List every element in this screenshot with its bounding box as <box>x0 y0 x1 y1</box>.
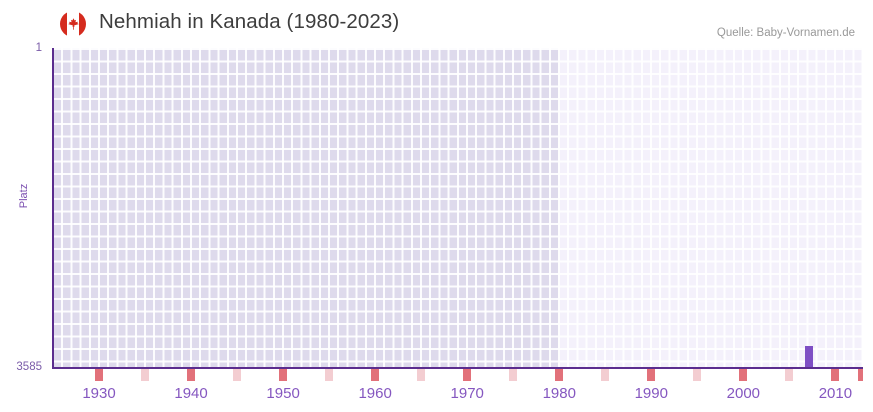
x-minor-tick-1945 <box>233 369 242 381</box>
x-minor-tick-1995 <box>693 369 702 381</box>
x-minor-tick-1985 <box>601 369 610 381</box>
x-tick-label-1930: 1930 <box>82 385 116 402</box>
x-axis-line <box>52 367 863 369</box>
x-tick-mark-1940 <box>187 369 196 381</box>
x-tick-label-2010: 2010 <box>818 385 853 402</box>
x-tick-mark-1960 <box>371 369 380 381</box>
bar-2007[interactable] <box>805 346 813 368</box>
y-axis-line <box>52 48 54 369</box>
x-minor-tick-1955 <box>325 369 334 381</box>
flag-band-right <box>79 11 86 37</box>
x-tick-mark-edge <box>858 369 863 381</box>
page-title: Nehmiah in Kanada (1980-2023) <box>99 10 400 33</box>
y-axis-title: Platz <box>18 183 30 209</box>
x-minor-tick-1975 <box>509 369 518 381</box>
x-tick-mark-1990 <box>647 369 656 381</box>
x-minor-tick-1965 <box>417 369 426 381</box>
x-tick-mark-1930 <box>95 369 104 381</box>
x-tick-label-1990: 1990 <box>634 385 668 402</box>
x-tick-mark-1980 <box>555 369 564 381</box>
x-tick-label-1960: 1960 <box>358 385 392 402</box>
x-tick-label-1950: 1950 <box>266 385 300 402</box>
x-tick-label-1940: 1940 <box>174 385 208 402</box>
x-tick-mark-1950 <box>279 369 288 381</box>
grid-lines <box>52 48 862 368</box>
plot-area <box>52 48 862 368</box>
flag-band-left <box>60 11 67 37</box>
x-minor-tick-1935 <box>141 369 150 381</box>
x-tick-mark-2000 <box>739 369 748 381</box>
source-label: Quelle: Baby-Vornamen.de <box>716 27 855 39</box>
x-tick-label-1970: 1970 <box>450 385 484 402</box>
x-minor-tick-2005 <box>785 369 794 381</box>
x-tick-label-1980: 1980 <box>542 385 576 402</box>
y-tick-label-top: 1 <box>35 42 42 54</box>
x-tick-mark-2010 <box>831 369 840 381</box>
y-tick-label-bottom: 3585 <box>16 361 42 373</box>
chart-header: Nehmiah in Kanada (1980-2023) Quelle: Ba… <box>0 0 873 44</box>
x-tick-label-2000: 2000 <box>726 385 761 402</box>
maple-leaf-icon <box>68 18 79 30</box>
canada-flag-icon <box>60 11 86 37</box>
x-tick-mark-1970 <box>463 369 472 381</box>
